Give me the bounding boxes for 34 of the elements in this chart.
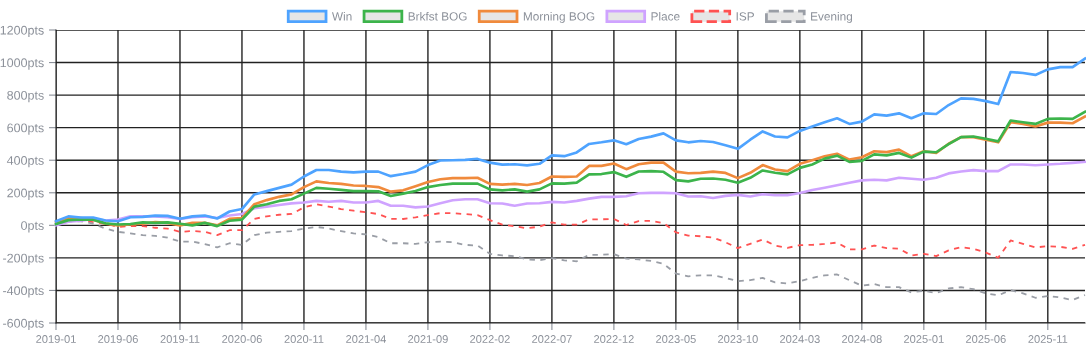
y-tick-label: -400pts (3, 286, 44, 298)
x-tick-label: 2022-02 (470, 335, 510, 343)
x-tick-label: 2025-01 (904, 335, 944, 343)
x-tick-label: 2025-11 (1028, 335, 1068, 343)
legend-label: Morning BOG (523, 11, 595, 23)
x-tick-label: 2019-01 (36, 335, 76, 343)
x-tick-label: 2024-08 (842, 335, 882, 343)
y-tick-label: -200pts (3, 253, 44, 266)
x-tick-label: 2021-09 (408, 335, 448, 343)
y-tick-label: 200pts (7, 188, 44, 200)
x-tick-label: 2022-07 (532, 335, 572, 343)
x-tick-label: 2022-12 (594, 335, 634, 343)
legend-label: Evening (811, 11, 852, 23)
line-series (54, 57, 1086, 223)
y-tick-label: 1200pts (0, 25, 44, 38)
x-tick-label: 2020-06 (222, 335, 262, 343)
x-tick-label: 2023-10 (718, 335, 758, 343)
y-tick-label: 400pts (6, 156, 44, 168)
x-tick-label: 2019-11 (160, 335, 200, 343)
x-tick-label: 2025-06 (965, 335, 1006, 343)
x-tick-label: 2020-11 (284, 335, 324, 343)
x-tick-label: 2024-03 (780, 335, 820, 343)
legend-label: Brkfst BOG (408, 11, 467, 21)
legend-label: Win (331, 11, 352, 21)
y-tick-label: 800pts (7, 90, 44, 103)
y-tick-label: 0pts (21, 221, 44, 233)
y-tick-label: 1000pts (0, 58, 44, 70)
x-tick-label: 2019-06 (98, 335, 138, 343)
y-tick-label: -600pts (3, 318, 44, 331)
legend-label: ISP (736, 12, 754, 21)
legend-label: Place (651, 11, 680, 21)
x-tick-label: 2023-05 (656, 335, 696, 343)
y-tick-label: 600pts (7, 123, 44, 135)
x-tick-label: 2021-04 (346, 335, 387, 343)
